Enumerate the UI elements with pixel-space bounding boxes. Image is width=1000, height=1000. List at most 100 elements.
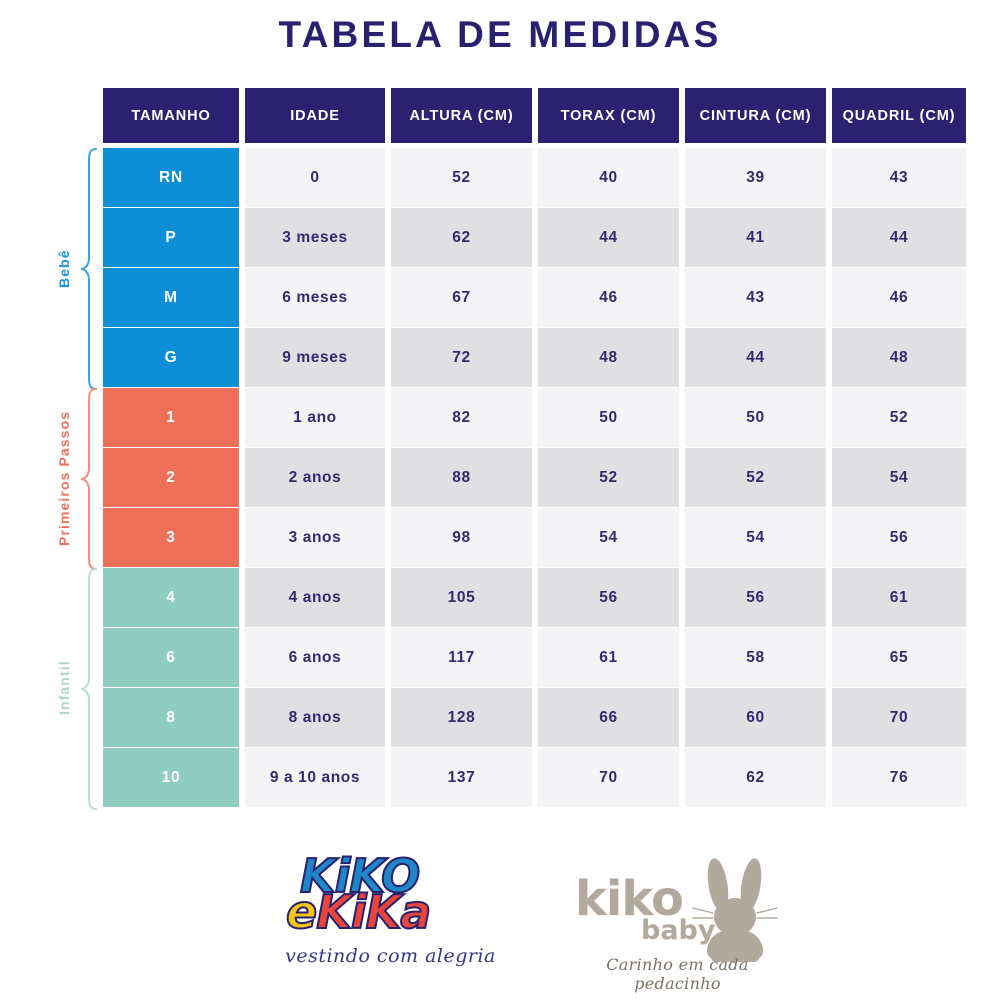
table-row: P 3 meses 62 44 41 44 bbox=[103, 208, 966, 267]
column-header-quadril: QUADRIL (CM) bbox=[832, 88, 966, 143]
cell-cintura: 41 bbox=[685, 208, 826, 267]
cell-altura: 88 bbox=[391, 448, 532, 507]
cell-idade: 4 anos bbox=[245, 568, 385, 627]
brace-bebe-icon bbox=[80, 148, 98, 390]
cell-cintura: 62 bbox=[685, 748, 826, 807]
kiko-baby-logo: kiko baby bbox=[565, 855, 790, 993]
cell-altura: 67 bbox=[391, 268, 532, 327]
logo-area: KiKO eKiKa vestindo com alegria kiko bab… bbox=[0, 845, 1000, 995]
cell-altura: 117 bbox=[391, 628, 532, 687]
kiko-e-kika-wordmark-e: e bbox=[285, 885, 318, 939]
group-label-bebe: Bebê bbox=[56, 249, 72, 289]
cell-idade: 8 anos bbox=[245, 688, 385, 747]
cell-altura: 62 bbox=[391, 208, 532, 267]
size-badge: RN bbox=[103, 148, 239, 207]
cell-altura: 128 bbox=[391, 688, 532, 747]
cell-idade: 1 ano bbox=[245, 388, 385, 447]
kiko-baby-wordmark: kiko bbox=[575, 871, 684, 927]
cell-torax: 44 bbox=[538, 208, 679, 267]
cell-torax: 52 bbox=[538, 448, 679, 507]
brace-infantil-icon bbox=[80, 568, 98, 810]
table-row: 10 9 a 10 anos 137 70 62 76 bbox=[103, 748, 966, 807]
table-row: 2 2 anos 88 52 52 54 bbox=[103, 448, 966, 507]
cell-torax: 46 bbox=[538, 268, 679, 327]
cell-cintura: 58 bbox=[685, 628, 826, 687]
kiko-baby-subwordmark: baby bbox=[639, 915, 717, 946]
cell-cintura: 54 bbox=[685, 508, 826, 567]
group-label-infantil: Infantil bbox=[56, 660, 72, 716]
cell-cintura: 39 bbox=[685, 148, 826, 207]
size-badge: 4 bbox=[103, 568, 239, 627]
cell-cintura: 50 bbox=[685, 388, 826, 447]
column-header-idade: IDADE bbox=[245, 88, 385, 143]
cell-cintura: 52 bbox=[685, 448, 826, 507]
cell-altura: 105 bbox=[391, 568, 532, 627]
measurements-table: TAMANHO IDADE ALTURA (CM) TORAX (CM) CIN… bbox=[103, 88, 966, 808]
cell-quadril: 61 bbox=[832, 568, 966, 627]
cell-idade: 3 meses bbox=[245, 208, 385, 267]
cell-quadril: 46 bbox=[832, 268, 966, 327]
kiko-e-kika-logo: KiKO eKiKa vestindo com alegria bbox=[272, 849, 502, 983]
cell-idade: 2 anos bbox=[245, 448, 385, 507]
kiko-e-kika-wordmark-line2: eKiKa bbox=[285, 888, 432, 936]
cell-cintura: 60 bbox=[685, 688, 826, 747]
cell-quadril: 52 bbox=[832, 388, 966, 447]
cell-quadril: 76 bbox=[832, 748, 966, 807]
kiko-e-kika-wordmark-line1: KiKO bbox=[299, 849, 421, 903]
size-badge: G bbox=[103, 328, 239, 387]
cell-idade: 6 anos bbox=[245, 628, 385, 687]
table-row: M 6 meses 67 46 43 46 bbox=[103, 268, 966, 327]
cell-cintura: 56 bbox=[685, 568, 826, 627]
table-row: G 9 meses 72 48 44 48 bbox=[103, 328, 966, 387]
cell-torax: 61 bbox=[538, 628, 679, 687]
size-badge: M bbox=[103, 268, 239, 327]
cell-altura: 98 bbox=[391, 508, 532, 567]
size-badge: 2 bbox=[103, 448, 239, 507]
cell-quadril: 70 bbox=[832, 688, 966, 747]
cell-idade: 9 a 10 anos bbox=[245, 748, 385, 807]
brace-primeiros-passos-icon bbox=[80, 388, 98, 570]
table-row: 1 1 ano 82 50 50 52 bbox=[103, 388, 966, 447]
size-badge: 3 bbox=[103, 508, 239, 567]
cell-cintura: 43 bbox=[685, 268, 826, 327]
cell-altura: 72 bbox=[391, 328, 532, 387]
size-badge: 6 bbox=[103, 628, 239, 687]
cell-torax: 56 bbox=[538, 568, 679, 627]
table-row: RN 0 52 40 39 43 bbox=[103, 148, 966, 207]
cell-altura: 52 bbox=[391, 148, 532, 207]
cell-torax: 40 bbox=[538, 148, 679, 207]
cell-quadril: 54 bbox=[832, 448, 966, 507]
cell-altura: 137 bbox=[391, 748, 532, 807]
cell-idade: 9 meses bbox=[245, 328, 385, 387]
size-badge: 10 bbox=[103, 748, 239, 807]
cell-torax: 54 bbox=[538, 508, 679, 567]
page-title: TABELA DE MEDIDAS bbox=[278, 14, 722, 55]
cell-quadril: 43 bbox=[832, 148, 966, 207]
table-row: 3 3 anos 98 54 54 56 bbox=[103, 508, 966, 567]
column-header-altura: ALTURA (CM) bbox=[391, 88, 532, 143]
table-row: 6 6 anos 117 61 58 65 bbox=[103, 628, 966, 687]
table-row: 4 4 anos 105 56 56 61 bbox=[103, 568, 966, 627]
table-header-row: TAMANHO IDADE ALTURA (CM) TORAX (CM) CIN… bbox=[103, 88, 966, 143]
cell-torax: 48 bbox=[538, 328, 679, 387]
cell-torax: 50 bbox=[538, 388, 679, 447]
cell-altura: 82 bbox=[391, 388, 532, 447]
cell-quadril: 56 bbox=[832, 508, 966, 567]
cell-torax: 70 bbox=[538, 748, 679, 807]
cell-quadril: 44 bbox=[832, 208, 966, 267]
size-badge: P bbox=[103, 208, 239, 267]
cell-idade: 3 anos bbox=[245, 508, 385, 567]
cell-cintura: 44 bbox=[685, 328, 826, 387]
column-header-torax: TORAX (CM) bbox=[538, 88, 679, 143]
table-row: 8 8 anos 128 66 60 70 bbox=[103, 688, 966, 747]
column-header-tamanho: TAMANHO bbox=[103, 88, 239, 143]
kiko-e-kika-wordmark-kika: KiKa bbox=[315, 885, 432, 939]
kiko-e-kika-tagline: vestindo com alegria bbox=[285, 945, 496, 967]
size-badge: 8 bbox=[103, 688, 239, 747]
cell-quadril: 48 bbox=[832, 328, 966, 387]
bunny-icon bbox=[685, 855, 790, 965]
kiko-baby-tagline: Carinho em cada pedacinho bbox=[606, 955, 749, 993]
group-label-primeiros-passos: Primeiros Passos bbox=[56, 410, 72, 546]
cell-idade: 0 bbox=[245, 148, 385, 207]
